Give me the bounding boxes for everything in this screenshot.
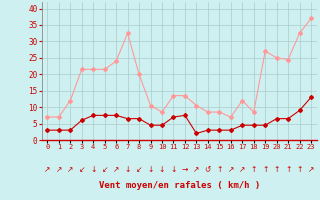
Text: ↙: ↙ (78, 165, 85, 174)
Text: ↗: ↗ (228, 165, 234, 174)
Text: ↓: ↓ (124, 165, 131, 174)
Text: ↑: ↑ (296, 165, 303, 174)
Text: ↗: ↗ (308, 165, 314, 174)
Text: ↙: ↙ (101, 165, 108, 174)
Text: ↑: ↑ (251, 165, 257, 174)
Text: ↑: ↑ (274, 165, 280, 174)
Text: ↺: ↺ (205, 165, 211, 174)
Text: ↓: ↓ (147, 165, 154, 174)
Text: ↑: ↑ (285, 165, 291, 174)
Text: ↗: ↗ (67, 165, 74, 174)
Text: ↑: ↑ (216, 165, 222, 174)
Text: →: → (182, 165, 188, 174)
X-axis label: Vent moyen/en rafales ( km/h ): Vent moyen/en rafales ( km/h ) (99, 181, 260, 190)
Text: ↗: ↗ (56, 165, 62, 174)
Text: ↑: ↑ (262, 165, 268, 174)
Text: ↓: ↓ (159, 165, 165, 174)
Text: ↗: ↗ (193, 165, 200, 174)
Text: ↗: ↗ (239, 165, 245, 174)
Text: ↓: ↓ (170, 165, 177, 174)
Text: ↓: ↓ (90, 165, 96, 174)
Text: ↗: ↗ (113, 165, 119, 174)
Text: ↙: ↙ (136, 165, 142, 174)
Text: ↗: ↗ (44, 165, 51, 174)
